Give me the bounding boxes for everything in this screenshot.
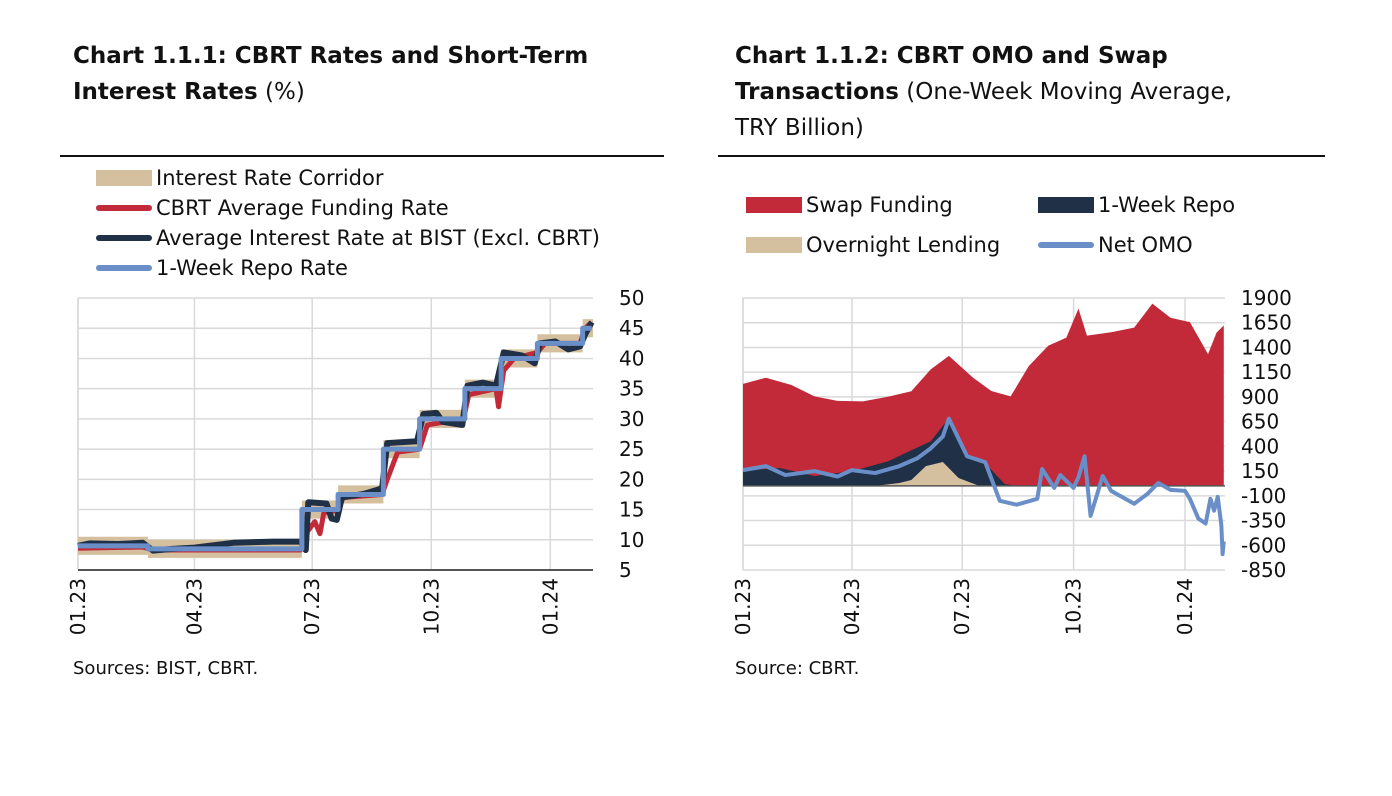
funding-swatch <box>96 205 152 211</box>
y-tick-label: 30 <box>619 407 644 431</box>
chart2-title: Chart 1.1.2: CBRT OMO and Swap Transacti… <box>735 38 1335 146</box>
chart1-title-bold: Chart 1.1.1: CBRT Rates and Short-Term I… <box>73 43 589 105</box>
y-tick-label: 5 <box>619 558 632 582</box>
overnight-swatch <box>746 237 802 253</box>
legend-label: Average Interest Rate at BIST (Excl. CBR… <box>156 226 600 250</box>
y-tick-label: 10 <box>619 528 644 552</box>
legend-label: 1-Week Repo <box>1098 193 1236 217</box>
corridor-swatch <box>96 170 152 186</box>
y-tick-label: 1650 <box>1241 311 1292 335</box>
x-tick-label: 10.23 <box>419 578 443 635</box>
legend-swap: Swap Funding <box>746 193 953 217</box>
y-tick-label: 15 <box>619 498 644 522</box>
chart1-source: Sources: BIST, CBRT. <box>73 658 259 679</box>
legend-bist: Average Interest Rate at BIST (Excl. CBR… <box>96 226 600 250</box>
y-tick-label: 40 <box>619 346 644 370</box>
y-tick-label: 25 <box>619 437 644 461</box>
repo-swatch <box>1038 197 1094 213</box>
y-tick-label: -350 <box>1241 509 1286 533</box>
x-tick-label: 10.23 <box>1062 578 1086 635</box>
chart2-title-rest: (One-Week Moving Average, <box>899 79 1232 105</box>
x-tick-label: 04.23 <box>840 578 864 635</box>
legend-label: Net OMO <box>1098 233 1193 257</box>
repo-rate-line <box>78 325 592 552</box>
chart1-title-unit: (%) <box>265 79 305 105</box>
y-tick-label: 1150 <box>1241 360 1292 384</box>
chart2-title-line3: TRY Billion) <box>735 115 864 141</box>
y-tick-label: 45 <box>619 316 644 340</box>
legend-overnight: Overnight Lending <box>746 233 1000 257</box>
x-tick-label: 04.23 <box>182 578 206 635</box>
chart1-title: Chart 1.1.1: CBRT Rates and Short-Term I… <box>73 38 613 110</box>
legend-repo: 1-Week Repo <box>1038 193 1235 217</box>
y-tick-label: 400 <box>1241 434 1279 458</box>
y-tick-label: 35 <box>619 377 644 401</box>
repo-rate-swatch <box>96 265 152 271</box>
legend-label: Interest Rate Corridor <box>156 166 384 190</box>
legend-label: 1-Week Repo Rate <box>156 256 348 280</box>
x-tick-label: 07.23 <box>300 578 324 635</box>
x-tick-label: 01.24 <box>538 578 562 635</box>
x-tick-label: 01.23 <box>731 578 755 635</box>
y-tick-label: 900 <box>1241 385 1279 409</box>
y-tick-label: 1900 <box>1241 286 1292 310</box>
y-tick-label: 1400 <box>1241 335 1292 359</box>
bist-swatch <box>96 235 152 241</box>
legend-funding: CBRT Average Funding Rate <box>96 196 449 220</box>
net-omo-line <box>742 416 1226 557</box>
y-tick-label: 650 <box>1241 410 1279 434</box>
legend-label: Swap Funding <box>806 193 953 217</box>
swap-funding-area <box>743 303 1224 486</box>
swap-swatch <box>746 197 802 213</box>
chart2-source: Source: CBRT. <box>735 658 860 679</box>
legend-label: CBRT Average Funding Rate <box>156 196 449 220</box>
legend-label: Overnight Lending <box>806 233 1001 257</box>
chart2-title-line1: Chart 1.1.2: CBRT OMO and Swap <box>735 43 1168 69</box>
chart2-rule <box>718 155 1325 157</box>
x-tick-label: 07.23 <box>950 578 974 635</box>
x-tick-label: 01.23 <box>66 578 90 635</box>
legend-net-omo: Net OMO <box>1038 233 1193 257</box>
y-tick-label: -600 <box>1241 533 1286 557</box>
y-tick-label: 20 <box>619 467 644 491</box>
chart2-title-bold2: Transactions <box>735 79 899 105</box>
legend-corridor: Interest Rate Corridor <box>96 166 383 190</box>
y-tick-label: -850 <box>1241 558 1286 582</box>
one-week-repo-area <box>743 418 1224 486</box>
chart1-rule <box>60 155 664 157</box>
x-tick-label: 01.24 <box>1173 578 1197 635</box>
legend-repo-rate: 1-Week Repo Rate <box>96 256 348 280</box>
y-tick-label: 50 <box>619 286 644 310</box>
y-tick-label: 150 <box>1241 459 1279 483</box>
net-omo-swatch <box>1038 242 1094 248</box>
y-tick-label: -100 <box>1241 484 1286 508</box>
